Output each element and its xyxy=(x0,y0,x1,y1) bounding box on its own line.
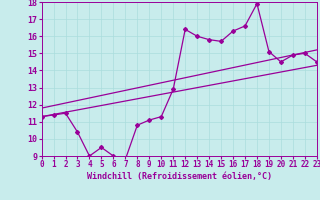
X-axis label: Windchill (Refroidissement éolien,°C): Windchill (Refroidissement éolien,°C) xyxy=(87,172,272,181)
